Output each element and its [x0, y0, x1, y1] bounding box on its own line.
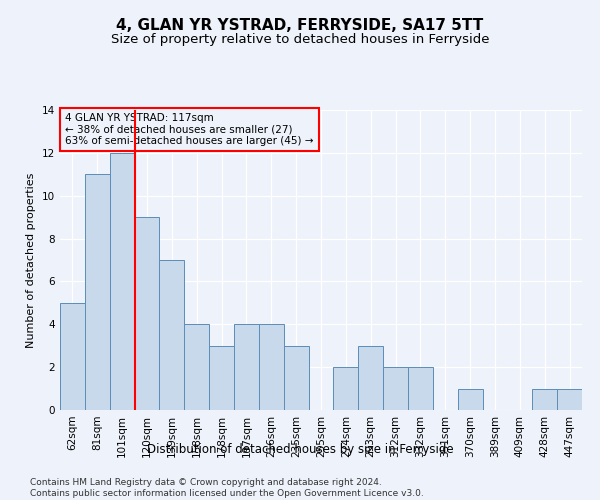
Bar [209, 346, 234, 410]
Bar [557, 388, 582, 410]
Bar [358, 346, 383, 410]
Bar [284, 346, 308, 410]
Text: Size of property relative to detached houses in Ferryside: Size of property relative to detached ho… [111, 32, 489, 46]
Bar [85, 174, 110, 410]
Bar [259, 324, 284, 410]
Bar [110, 153, 134, 410]
Bar [532, 388, 557, 410]
Bar [383, 367, 408, 410]
Bar [60, 303, 85, 410]
Bar [408, 367, 433, 410]
Y-axis label: Number of detached properties: Number of detached properties [26, 172, 37, 348]
Bar [134, 217, 160, 410]
Text: Contains HM Land Registry data © Crown copyright and database right 2024.
Contai: Contains HM Land Registry data © Crown c… [30, 478, 424, 498]
Bar [458, 388, 482, 410]
Text: 4 GLAN YR YSTRAD: 117sqm
← 38% of detached houses are smaller (27)
63% of semi-d: 4 GLAN YR YSTRAD: 117sqm ← 38% of detach… [65, 113, 314, 146]
Bar [160, 260, 184, 410]
Bar [234, 324, 259, 410]
Text: Distribution of detached houses by size in Ferryside: Distribution of detached houses by size … [146, 442, 454, 456]
Text: 4, GLAN YR YSTRAD, FERRYSIDE, SA17 5TT: 4, GLAN YR YSTRAD, FERRYSIDE, SA17 5TT [116, 18, 484, 32]
Bar [334, 367, 358, 410]
Bar [184, 324, 209, 410]
